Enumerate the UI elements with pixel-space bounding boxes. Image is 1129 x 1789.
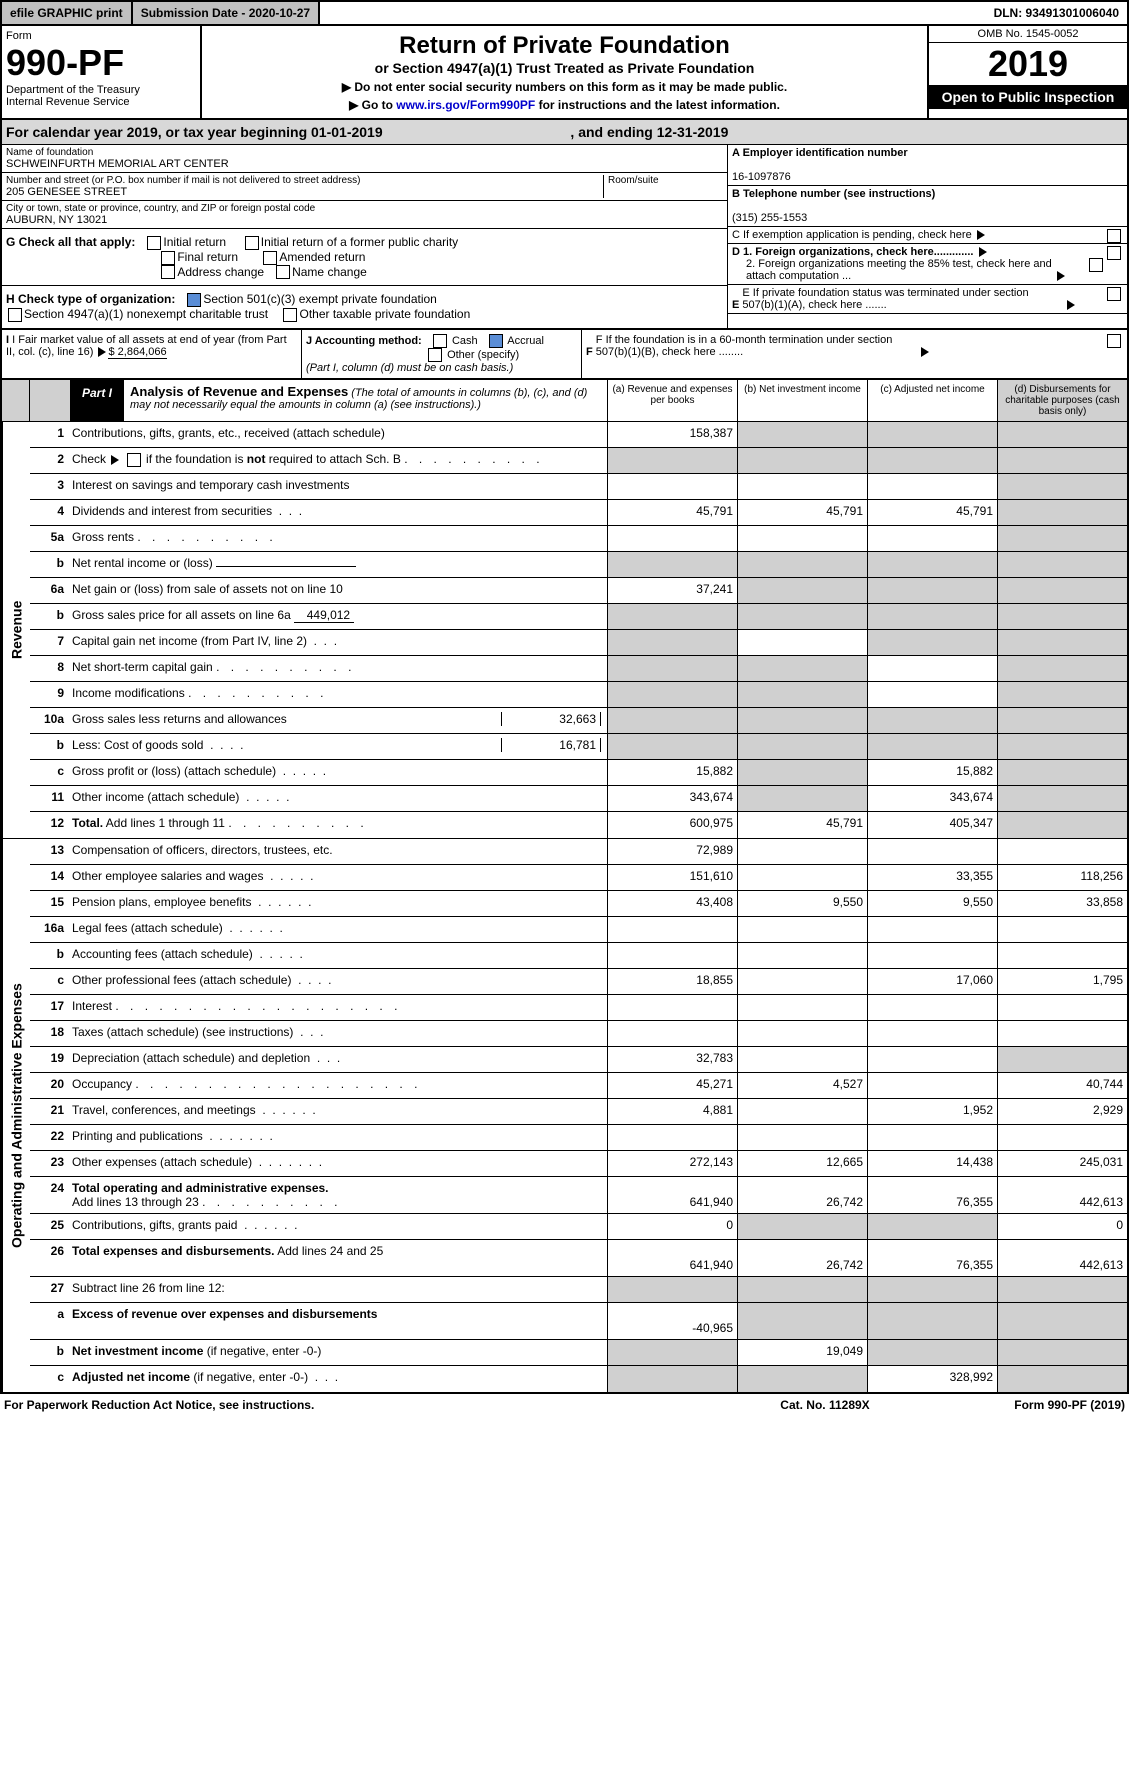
footer: For Paperwork Reduction Act Notice, see …: [0, 1394, 1129, 1416]
instr-2: ▶ Go to www.irs.gov/Form990PF for instru…: [208, 98, 921, 112]
tel-cell: B Telephone number (see instructions) (3…: [728, 186, 1127, 227]
tax-year: 2019: [929, 43, 1127, 85]
part1-label: Part I: [70, 380, 124, 421]
e-checkbox[interactable]: [1107, 287, 1121, 301]
topbar: efile GRAPHIC print Submission Date - 20…: [0, 0, 1129, 26]
part1-desc: Analysis of Revenue and Expenses (The to…: [124, 380, 607, 421]
col-d-header: (d) Disbursements for charitable purpose…: [997, 380, 1127, 421]
col-a-header: (a) Revenue and expenses per books: [607, 380, 737, 421]
expenses-table: Operating and Administrative Expenses 13…: [0, 839, 1129, 1394]
501c3-checkbox[interactable]: [187, 293, 201, 307]
info-block: Name of foundation SCHWEINFURTH MEMORIAL…: [0, 145, 1129, 330]
col-c-header: (c) Adjusted net income: [867, 380, 997, 421]
form-number: 990-PF: [6, 42, 196, 84]
arrow-icon: [1067, 300, 1075, 310]
address-cell: Number and street (or P.O. box number if…: [2, 173, 727, 201]
accrual-checkbox[interactable]: [489, 334, 503, 348]
cat-no: Cat. No. 11289X: [725, 1398, 925, 1412]
form-subtitle: or Section 4947(a)(1) Trust Treated as P…: [208, 60, 921, 76]
name-change-checkbox[interactable]: [276, 265, 290, 279]
arrow-icon: [979, 247, 987, 257]
form-ref: Form 990-PF (2019): [925, 1398, 1125, 1412]
other-method-checkbox[interactable]: [428, 348, 442, 362]
initial-former-checkbox[interactable]: [245, 236, 259, 250]
revenue-table: Revenue 1Contributions, gifts, grants, e…: [0, 422, 1129, 839]
arrow-icon: [98, 347, 106, 357]
c-cell: C If exemption application is pending, c…: [728, 227, 1127, 244]
d-cell: D 1. Foreign organizations, check here..…: [728, 244, 1127, 285]
h-check-row: H Check type of organization: Section 50…: [2, 286, 727, 328]
col-b-header: (b) Net investment income: [737, 380, 867, 421]
g-check-row: G Check all that apply: Initial return I…: [2, 229, 727, 286]
city-cell: City or town, state or province, country…: [2, 201, 727, 229]
f-checkbox[interactable]: [1107, 334, 1121, 348]
arrow-icon: [977, 230, 985, 240]
initial-return-checkbox[interactable]: [147, 236, 161, 250]
final-return-checkbox[interactable]: [161, 251, 175, 265]
revenue-tab: Revenue: [2, 422, 30, 838]
j-cell: J Accounting method: Cash Accrual Other …: [302, 330, 582, 378]
form-header: Form 990-PF Department of the Treasury I…: [0, 26, 1129, 120]
foundation-name-cell: Name of foundation SCHWEINFURTH MEMORIAL…: [2, 145, 727, 173]
4947-checkbox[interactable]: [8, 308, 22, 322]
arrow-icon: [1057, 271, 1065, 281]
instructions-link[interactable]: www.irs.gov/Form990PF: [396, 98, 535, 112]
i-cell: I I Fair market value of all assets at e…: [2, 330, 302, 378]
arrow-icon: [921, 347, 929, 357]
c-checkbox[interactable]: [1107, 229, 1121, 243]
d1-checkbox[interactable]: [1107, 246, 1121, 260]
address-change-checkbox[interactable]: [161, 265, 175, 279]
form-label: Form: [6, 30, 196, 42]
efile-button[interactable]: efile GRAPHIC print: [2, 2, 133, 24]
omb-number: OMB No. 1545-0052: [929, 26, 1127, 43]
ein-cell: A Employer identification number 16-1097…: [728, 145, 1127, 186]
cash-checkbox[interactable]: [433, 334, 447, 348]
ijf-section: I I Fair market value of all assets at e…: [0, 330, 1129, 380]
dln: DLN: 93491301006040: [986, 2, 1127, 24]
form-title: Return of Private Foundation: [208, 32, 921, 60]
calendar-year-row: For calendar year 2019, or tax year begi…: [0, 120, 1129, 145]
dept-label: Department of the Treasury Internal Reve…: [6, 84, 196, 108]
submission-date: Submission Date - 2020-10-27: [133, 2, 320, 24]
other-taxable-checkbox[interactable]: [283, 308, 297, 322]
e-cell: E E If private foundation status was ter…: [728, 285, 1127, 314]
expenses-tab: Operating and Administrative Expenses: [2, 839, 30, 1392]
instr-1: ▶ Do not enter social security numbers o…: [208, 80, 921, 94]
paperwork-notice: For Paperwork Reduction Act Notice, see …: [4, 1398, 725, 1412]
f-cell: F F If the foundation is in a 60-month t…: [582, 330, 1127, 378]
d2-checkbox[interactable]: [1089, 258, 1103, 272]
open-public: Open to Public Inspection: [929, 85, 1127, 109]
amended-return-checkbox[interactable]: [263, 251, 277, 265]
